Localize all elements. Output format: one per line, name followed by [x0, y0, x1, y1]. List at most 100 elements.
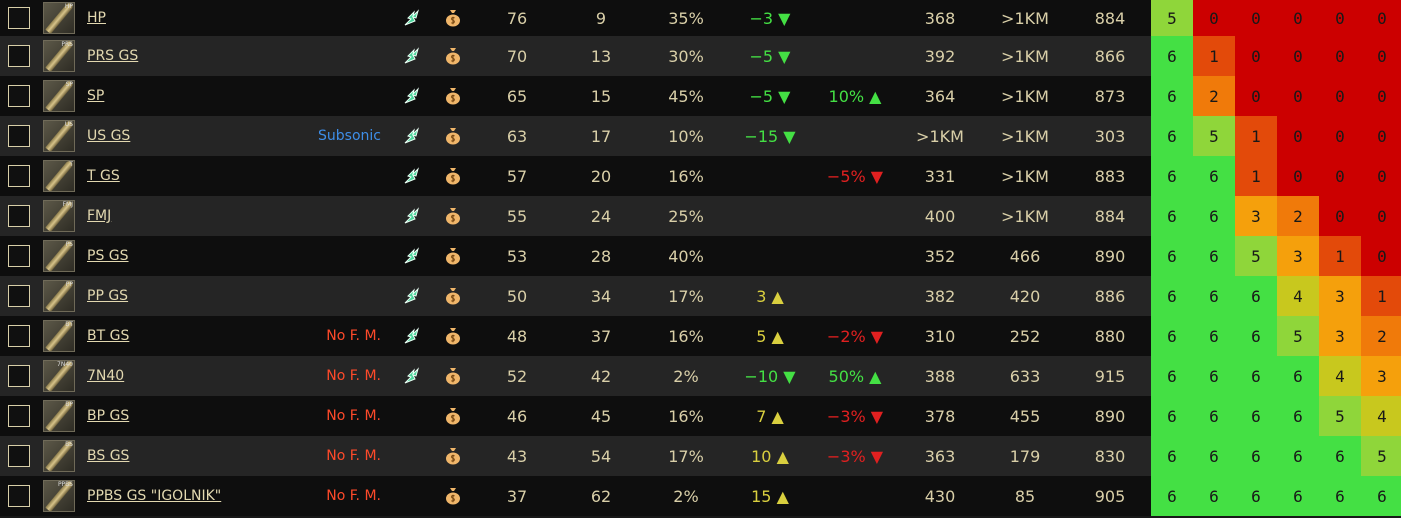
ammo-name-link[interactable]: HP: [87, 10, 106, 26]
money-bag-icon: [443, 316, 463, 356]
ammo-icon: BP: [42, 396, 76, 436]
table-row: US US GS Subsonic 63 17 10% −15 ▼ >1KM >1KM 303 6 5…: [0, 116, 1401, 156]
row-checkbox[interactable]: [7, 0, 31, 36]
armor-class-4-cell: 6: [1277, 396, 1319, 436]
armor-class-5-cell: 0: [1319, 116, 1361, 156]
money-bag-icon: [443, 396, 463, 436]
armor-class-5-cell: 0: [1319, 0, 1361, 36]
ammo-icon-tag: HP: [64, 3, 73, 10]
armor-class-2-cell: 6: [1193, 236, 1235, 276]
armor-class-5-cell: 3: [1319, 276, 1361, 316]
range-value: >1KM: [1001, 46, 1049, 66]
arrow-up-icon: ▲: [864, 86, 882, 106]
armor-class-4-cell: 5: [1277, 316, 1319, 356]
leaf-icon: [402, 156, 422, 196]
armor-class-4-cell: 2: [1277, 196, 1319, 236]
leaf-icon: [402, 316, 422, 356]
ammo-name-link[interactable]: 7N40: [87, 368, 125, 384]
row-checkbox[interactable]: [7, 116, 31, 156]
ammo-name-link[interactable]: BP GS: [87, 408, 130, 424]
row-checkbox[interactable]: [7, 156, 31, 196]
penetration-value: 45: [590, 406, 612, 426]
ammo-note: No F. M.: [326, 488, 381, 504]
ammo-name-link[interactable]: BS GS: [87, 448, 130, 464]
fragmentation-value: 16%: [668, 406, 704, 426]
ammo-name-link[interactable]: US GS: [87, 128, 131, 144]
arrow-up-icon: ▲: [771, 486, 789, 506]
armor-class-3-cell: 3: [1235, 196, 1277, 236]
ammo-icon: 7N40: [42, 356, 76, 396]
penetration-value: 15: [590, 86, 612, 106]
penetration-value: 20: [590, 166, 612, 186]
accuracy-value: −3: [749, 8, 774, 28]
arrow-down-icon: ▼: [865, 406, 884, 426]
recoil-modifier: 50% ▲: [820, 356, 890, 396]
row-checkbox[interactable]: [7, 196, 31, 236]
ammo-name-link[interactable]: PRS GS: [87, 48, 139, 64]
ammo-name-link[interactable]: PP GS: [87, 288, 129, 304]
row-checkbox[interactable]: [7, 396, 31, 436]
ammo-name-link[interactable]: FMJ: [87, 208, 112, 224]
row-checkbox[interactable]: [7, 316, 31, 356]
armor-class-2-cell: 6: [1193, 356, 1235, 396]
row-checkbox[interactable]: [7, 436, 31, 476]
row-checkbox[interactable]: [7, 356, 31, 396]
ammo-name-link[interactable]: PS GS: [87, 248, 129, 264]
money-bag-icon: [443, 76, 463, 116]
row-checkbox[interactable]: [7, 476, 31, 516]
ammo-name-link[interactable]: PPBS GS "IGOLNIK": [87, 488, 222, 504]
accuracy-value: −5: [749, 46, 774, 66]
fragmentation-value: 16%: [668, 326, 704, 346]
leaf-icon: [402, 356, 422, 396]
armor-class-3-cell: 6: [1235, 316, 1277, 356]
penetration-value: 62: [590, 486, 612, 506]
ammo-icon-tag: T: [69, 161, 73, 168]
accuracy-value: 3: [756, 286, 767, 306]
armor-class-1-cell: 6: [1151, 196, 1193, 236]
damage-value: 48: [506, 326, 528, 346]
speed-value: 400: [924, 206, 956, 226]
armor-class-1-cell: 6: [1151, 156, 1193, 196]
damage-value: 52: [506, 366, 528, 386]
money-bag-icon: [443, 476, 463, 516]
damage-value: 76: [506, 8, 528, 28]
ammo-icon-tag: 7N40: [57, 361, 73, 368]
leaf-icon: [402, 276, 422, 316]
range-value: >1KM: [1001, 8, 1049, 28]
speed-value: >1KM: [916, 126, 964, 146]
armor-class-6-cell: 4: [1361, 396, 1401, 436]
ammo-name-link[interactable]: SP: [87, 88, 105, 104]
ammo-name-link[interactable]: T GS: [87, 168, 120, 184]
row-checkbox[interactable]: [7, 236, 31, 276]
row-checkbox[interactable]: [7, 276, 31, 316]
armor-class-1-cell: 6: [1151, 396, 1193, 436]
armor-class-3-cell: 5: [1235, 236, 1277, 276]
arrow-down-icon: ▼: [865, 326, 884, 346]
ammo-icon-tag: PPBS: [57, 481, 73, 488]
row-checkbox[interactable]: [7, 36, 31, 76]
ammo-name-link[interactable]: BT GS: [87, 328, 130, 344]
penetration-value: 24: [590, 206, 612, 226]
recoil-value: 50%: [828, 366, 865, 386]
armor-class-5-cell: 0: [1319, 156, 1361, 196]
ammo-icon-tag: PS: [65, 241, 73, 248]
armor-class-2-cell: 6: [1193, 276, 1235, 316]
ammo-icon: PS: [42, 236, 76, 276]
armor-class-4-cell: 0: [1277, 36, 1319, 76]
range-value: >1KM: [1001, 166, 1049, 186]
accuracy-value: −15: [744, 126, 779, 146]
arrow-down-icon: ▼: [865, 166, 884, 186]
accuracy-modifier: −3 ▼: [738, 0, 802, 36]
ammo-icon: HP: [42, 0, 76, 36]
range-value: 252: [1009, 326, 1041, 346]
ammo-icon-tag: PP: [65, 281, 73, 288]
damage-value: 43: [506, 446, 528, 466]
row-checkbox[interactable]: [7, 76, 31, 116]
ammo-icon: PPBS: [42, 476, 76, 516]
penetration-value: 34: [590, 286, 612, 306]
money-bag-icon: [443, 36, 463, 76]
fragmentation-value: 2%: [673, 366, 699, 386]
penetration-value: 13: [590, 46, 612, 66]
speed-value: 363: [924, 446, 956, 466]
leaf-icon: [402, 236, 422, 276]
